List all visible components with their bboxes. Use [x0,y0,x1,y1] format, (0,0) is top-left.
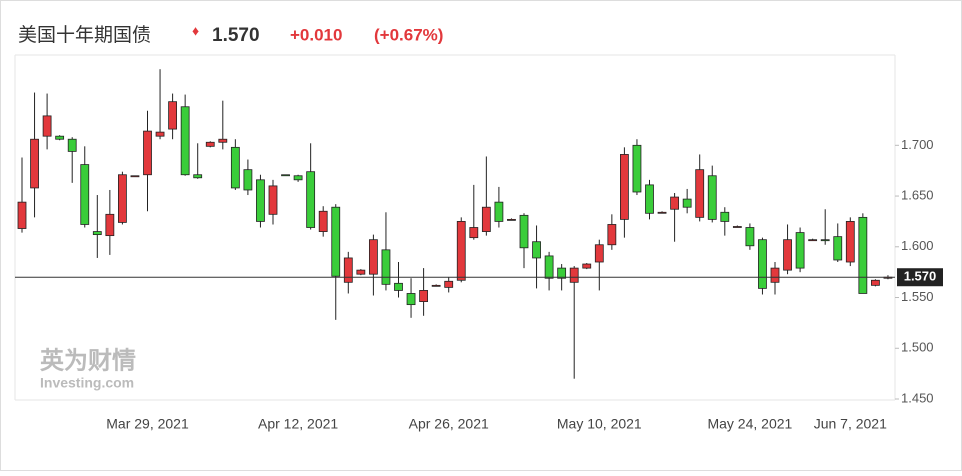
candle-body [569,267,579,283]
x-tick-label: May 24, 2021 [707,416,792,432]
candle-body [758,239,767,289]
candle-body [732,226,742,228]
candle-body [469,227,479,239]
candle-body [205,141,215,147]
candle-body [858,216,868,294]
candle-body [168,101,178,130]
candle-body [557,267,567,279]
x-tick-label: Jun 7, 2021 [814,416,887,432]
candle-body [193,174,203,179]
y-tick-label: 1.600 [901,238,934,253]
candle-body [632,144,642,193]
candle-body [42,115,52,137]
candle-body [92,231,102,236]
candle-body [343,257,353,283]
candle-body [745,227,755,247]
price-tag [897,268,943,287]
candle-body [657,211,667,214]
candle-body [582,263,592,269]
candle-body [130,175,140,178]
candle-body [30,138,39,189]
candle-body [105,213,115,237]
candle-body [17,201,27,229]
candle-body [620,154,629,220]
candle-body [607,224,617,246]
candle-body [783,239,792,271]
candle-body [318,210,328,232]
candle-body [532,241,541,259]
y-tick-label: 1.700 [901,137,934,152]
candle-body [268,185,278,215]
candle-body [155,131,165,137]
candle-body [381,249,391,285]
candle-body [356,269,366,275]
candle-body [833,236,843,261]
change-pct: (+0.67%) [374,25,443,44]
candle-body [218,138,228,143]
candle-body [682,198,692,208]
watermark-sub: Investing.com [40,375,134,391]
candle-body [406,293,416,306]
candle-body [368,239,378,275]
candle-body [256,179,265,222]
candle-body [143,130,152,176]
candle-body [331,206,341,277]
candle-body [871,279,880,286]
y-tick-label: 1.650 [901,187,934,202]
price: 1.570 [212,25,260,46]
x-tick-label: Apr 26, 2021 [409,416,489,432]
candle-body [645,184,654,214]
candle-body [519,214,529,249]
candle-body [820,239,830,242]
candle-body [494,201,504,222]
change: +0.010 [290,25,342,44]
candle-body [281,174,290,177]
candle-body [808,239,818,242]
candle-body [118,174,127,223]
price-tag-label: 1.570 [904,269,937,284]
candle-body [394,282,403,291]
candle-body [507,218,516,221]
candle-body [695,169,705,218]
candle-body [544,255,554,279]
candle-body [444,280,454,288]
candle-body [720,211,730,222]
candle-body [707,175,717,220]
y-tick-label: 1.500 [901,340,934,355]
candle-body [845,221,855,263]
x-tick-label: Mar 29, 2021 [106,416,189,432]
chart-title: 美国十年期国债 [18,24,151,46]
candle-body [67,138,77,152]
candle-body [795,232,805,269]
y-tick-label: 1.450 [901,390,934,405]
candle-body [481,206,491,232]
candle-body [243,169,253,191]
candle-body [306,171,316,228]
candle-body [230,146,240,189]
candle-body [293,175,303,181]
candle-body [55,135,65,140]
candle-body [594,244,604,263]
candle-body [770,267,780,283]
candle-body [670,196,679,210]
candle-body [180,106,190,176]
candle-body [419,290,429,302]
candle-body [456,221,466,281]
candle-body [80,164,90,225]
candle-body [431,284,441,287]
x-tick-label: Apr 12, 2021 [258,416,338,432]
watermark: 英为财情 [40,347,136,374]
y-tick-label: 1.550 [901,289,934,304]
x-tick-label: May 10, 2021 [557,416,642,432]
up-arrow: ♦ [192,23,199,39]
